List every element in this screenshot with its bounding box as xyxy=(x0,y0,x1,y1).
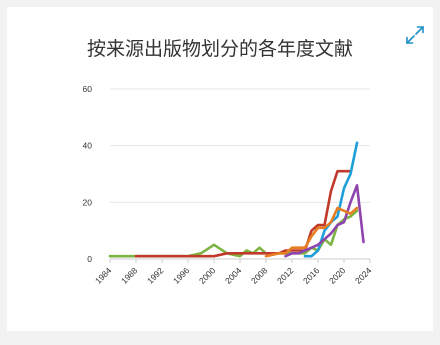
chart-card xyxy=(7,7,433,331)
y-tick-label-0: 0 xyxy=(87,254,92,264)
y-tick-label-20: 20 xyxy=(83,197,93,207)
x-tick-label-2016: 2016 xyxy=(301,265,322,286)
x-tick-label-1992: 1992 xyxy=(145,265,166,286)
series-line-4 xyxy=(284,184,365,258)
y-tick-label-60: 60 xyxy=(83,84,93,94)
expand-arrows-icon xyxy=(406,26,424,44)
x-tick-label-1996: 1996 xyxy=(171,265,192,286)
x-tick-label-2008: 2008 xyxy=(249,265,270,286)
series-line-5 xyxy=(264,206,359,258)
x-tick-label-2000: 2000 xyxy=(197,265,218,286)
x-tick-label-2012: 2012 xyxy=(275,265,296,286)
series-line-2 xyxy=(134,169,352,258)
x-tick-label-2004: 2004 xyxy=(223,265,244,286)
series-line-1 xyxy=(108,209,359,258)
series-line-3 xyxy=(303,141,359,258)
x-tick-label-1984: 1984 xyxy=(93,265,114,286)
chart-title: 按来源出版物划分的各年度文献 xyxy=(86,38,353,60)
y-tick-label-40: 40 xyxy=(83,141,93,151)
x-tick-label-1988: 1988 xyxy=(119,265,140,286)
x-tick-label-2024: 2024 xyxy=(353,265,374,286)
x-tick-label-2020: 2020 xyxy=(327,265,348,286)
expand-button[interactable] xyxy=(402,22,428,48)
